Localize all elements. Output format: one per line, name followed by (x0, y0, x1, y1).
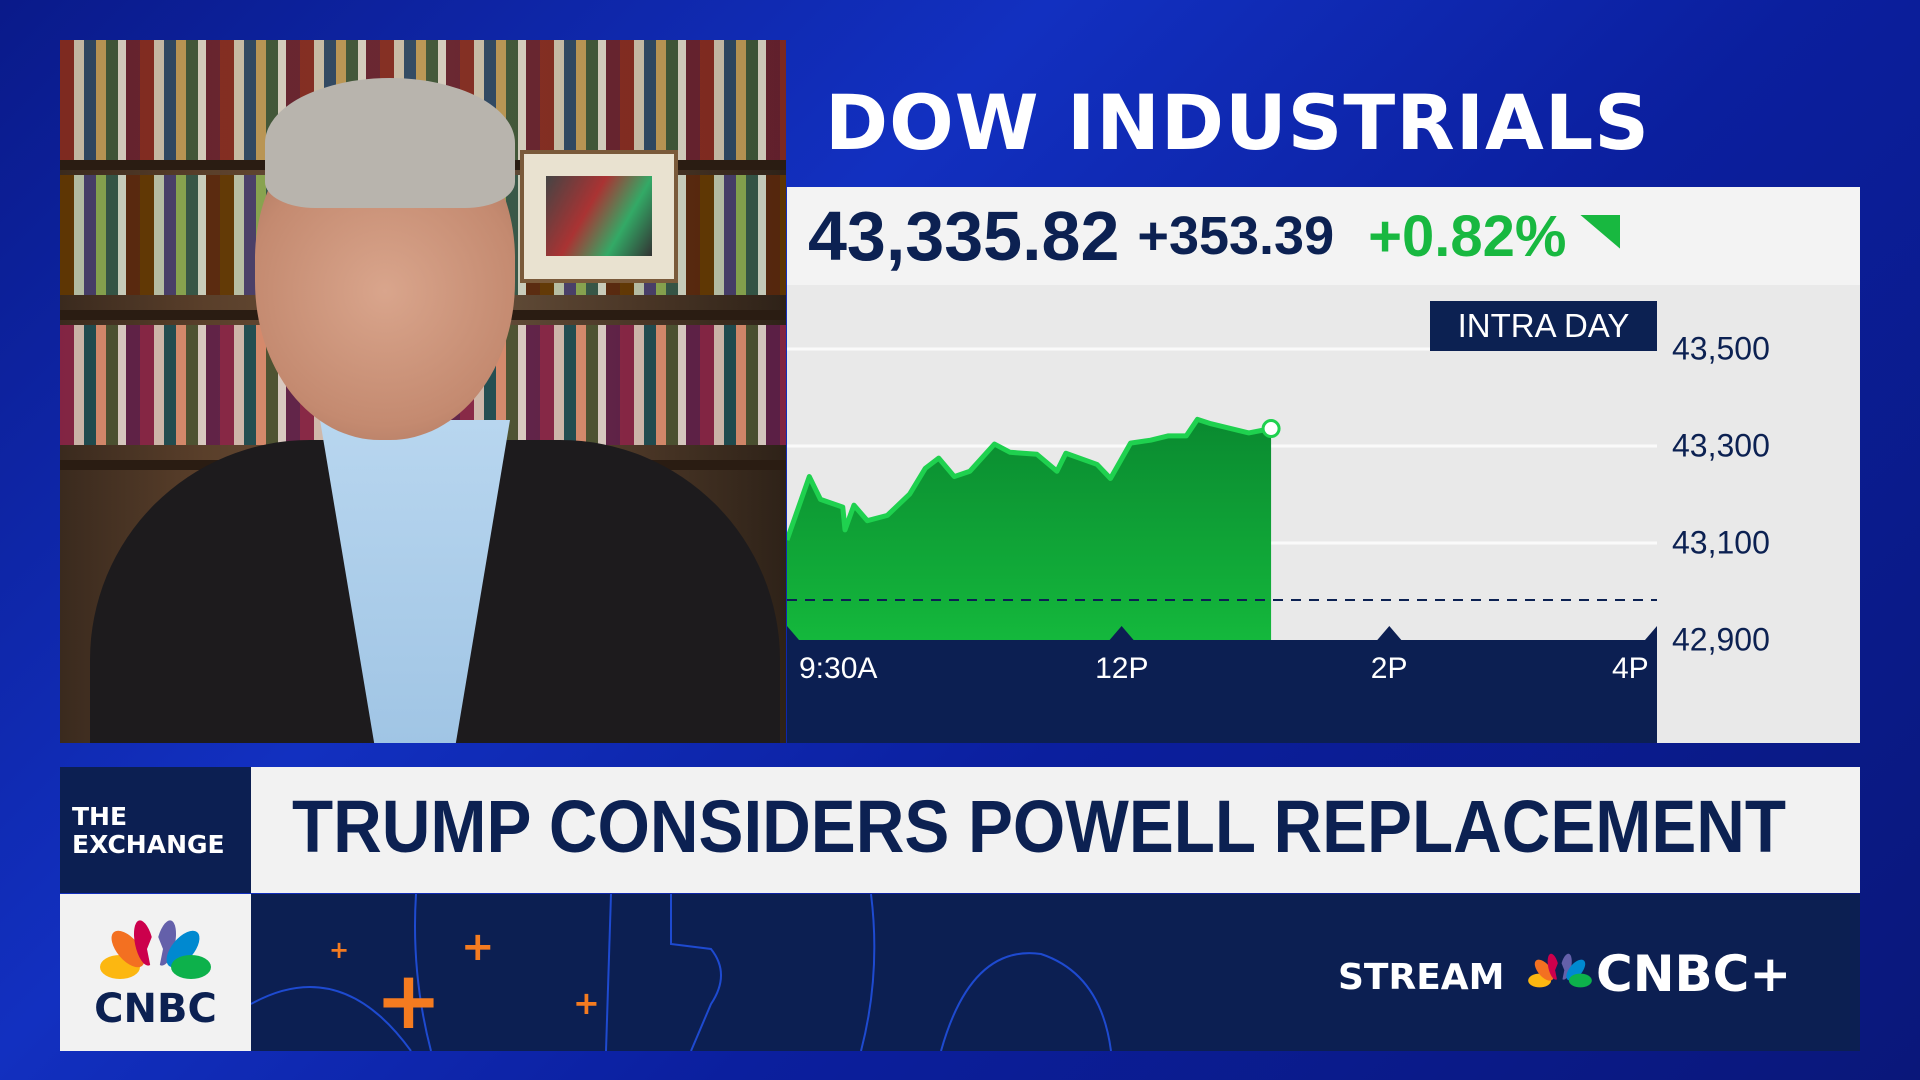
triangle-indicator-icon (1580, 215, 1621, 249)
decorative-lines (251, 894, 1112, 1051)
index-title: DOW INDUSTRIALS (825, 78, 1651, 167)
bottom-band: + + + + (251, 894, 1860, 1051)
last-price: 43,335.82 (808, 197, 1120, 275)
net-change: +353.39 (1137, 206, 1335, 266)
intraday-badge: INTRA DAY (1430, 301, 1657, 351)
x-tick-marker (787, 626, 799, 640)
area-fill (787, 419, 1272, 640)
x-axis-bar (787, 640, 1657, 743)
show-name-box: THE EXCHANGE (60, 767, 251, 893)
plus-decoration-icon: + (573, 984, 600, 1022)
x-tick-label: 2P (1370, 652, 1408, 685)
show-name-line2: EXCHANGE (72, 830, 225, 859)
guest-hair (265, 78, 515, 208)
intraday-chart (787, 347, 1657, 640)
headline: TRUMP CONSIDERS POWELL REPLACEMENT (292, 785, 1787, 868)
cnbc-plus-brand: CNBC+ (1596, 945, 1792, 1003)
percent-change: +0.82% (1368, 203, 1567, 269)
guest-video-feed (60, 40, 786, 743)
show-name-line1: THE (72, 802, 128, 831)
x-tick-label: 9:30A (799, 652, 878, 685)
y-tick-label: 42,900 (1672, 621, 1770, 658)
x-tick-marker (1109, 626, 1134, 640)
quote-row-background (787, 187, 1860, 285)
cnbc-logo: CNBC (60, 894, 251, 1051)
x-tick-label: 12P (1095, 652, 1149, 685)
stream-label: STREAM (1338, 957, 1505, 998)
peacock-icon (100, 920, 211, 989)
quote-row: 43,335.82 +353.39 +0.82% (808, 187, 1621, 285)
y-tick-label: 43,300 (1672, 427, 1770, 464)
peacock-icon (1528, 953, 1592, 994)
plus-decoration-icon: + (375, 954, 443, 1047)
y-tick-label: 43,100 (1672, 524, 1770, 561)
price-line (787, 416, 1272, 541)
headline-bar (251, 767, 1860, 893)
picture-frame (520, 150, 678, 283)
plus-decoration-icon: + (461, 924, 495, 970)
x-tick-label: 4P (1612, 652, 1649, 685)
logo-text: CNBC (94, 986, 217, 1032)
x-tick-marker (1377, 626, 1402, 640)
plus-decoration-icon: + (329, 936, 350, 964)
y-tick-label: 43,500 (1672, 330, 1770, 367)
x-tick-marker (1645, 626, 1657, 640)
last-point-marker (1261, 419, 1281, 439)
